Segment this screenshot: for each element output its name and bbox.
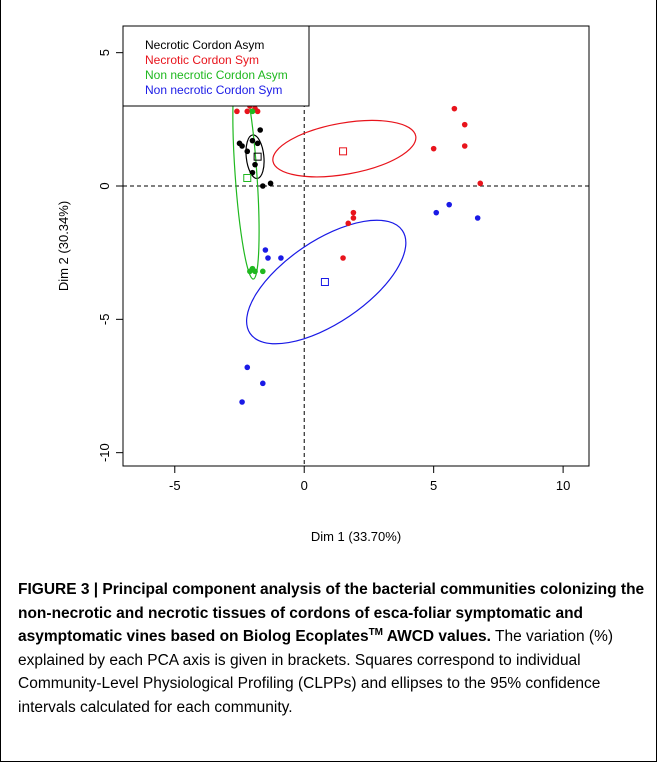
plot-area-border [122,25,590,467]
data-point [340,255,346,261]
data-point [446,201,453,208]
legend-entry: Necrotic Cordon Sym [145,53,259,67]
pca-chart: -5 0 5 10 5 0 -5 -10 Dim 1 (33.70%) Dim 2 (30.… [56,25,590,544]
y-tick-label: 0 [97,182,112,189]
data-point [249,137,256,144]
x-axis: -5 0 5 10 [169,466,570,493]
data-point [461,143,468,149]
data-point [239,143,245,149]
figure-caption: FIGURE 3 | Principal component analysis … [18,578,648,719]
centroid-square-1 [253,152,262,161]
caption-text: The variation (%) explained by each PCA … [18,628,614,716]
data-point [350,209,357,216]
x-tick-label: -5 [169,478,181,493]
data-point [430,145,437,152]
data-point [257,127,264,133]
data-point [254,108,261,115]
centroid-square-3 [243,174,252,182]
data-point [239,399,245,405]
data-point [433,209,440,216]
legend-entry: Necrotic Cordon Asym [145,38,264,52]
x-tick-label: 10 [556,478,570,493]
data-point [252,161,258,168]
data-point [234,108,240,115]
legend-box [122,25,310,107]
x-tick-label: 5 [430,478,437,493]
data-point [451,105,458,112]
data-point [254,140,261,147]
centroid-square-2 [339,147,348,156]
confidence-ellipse-2 [272,119,417,178]
caption-bold-lead: FIGURE 3 | Principal component analysis … [18,581,645,645]
x-axis-label: Dim 1 (33.70%) [311,529,401,544]
data-point [267,180,274,187]
confidence-ellipses [232,68,417,345]
data-points [221,65,484,405]
caption-bold-tail: AWCD values. [383,628,491,645]
centroid-square-4 [320,278,329,286]
y-tick-label: 5 [97,49,112,56]
data-point [247,268,253,275]
data-point [260,183,266,189]
data-point [461,121,468,128]
data-point [477,180,484,187]
y-tick-label: -5 [97,314,112,326]
y-axis-label: Dim 2 (30.34%) [56,201,71,291]
x-tick-label: 0 [301,478,308,493]
data-point [260,380,266,387]
legend-entry: Non necrotic Cordon Asym [145,68,288,82]
data-point [265,255,271,261]
data-point [252,268,258,275]
data-point [474,215,481,221]
centroids [243,147,348,286]
data-point [249,108,256,115]
caption-trademark: TM [368,626,384,638]
data-point [244,364,251,371]
data-point [262,247,269,253]
data-point [278,255,284,261]
y-tick-label: -10 [97,443,112,462]
confidence-ellipse-4 [246,219,407,345]
data-point [345,220,352,227]
data-point [244,148,251,155]
y-axis: 5 0 -5 -10 [97,49,123,462]
data-point [244,108,251,115]
data-point [260,268,266,275]
data-point [350,215,357,221]
legend-entry: Non necrotic Cordon Sym [145,83,282,97]
